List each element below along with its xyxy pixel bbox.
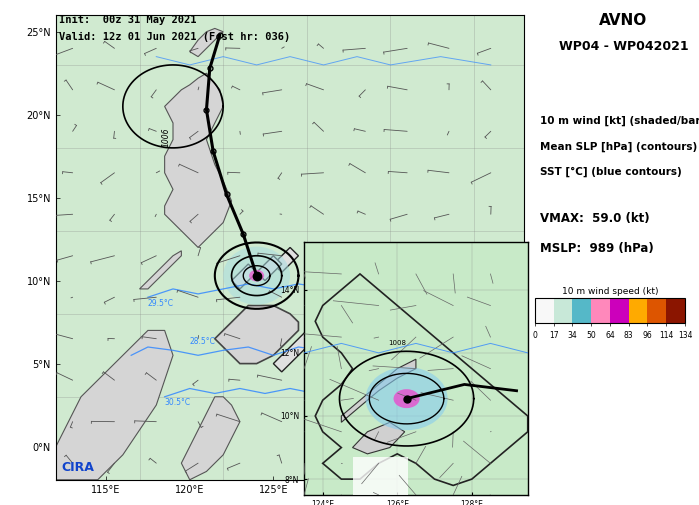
- Bar: [352, 457, 408, 495]
- Text: WP04 - WP042021: WP04 - WP042021: [559, 40, 689, 54]
- Polygon shape: [165, 73, 231, 247]
- Ellipse shape: [223, 246, 290, 305]
- Text: Mean SLP [hPa] (contours): Mean SLP [hPa] (contours): [540, 141, 697, 152]
- Polygon shape: [140, 251, 181, 289]
- Polygon shape: [257, 256, 282, 281]
- Text: 28.5°C: 28.5°C: [189, 337, 215, 346]
- Text: AVNO: AVNO: [599, 13, 648, 28]
- Text: Valid: 12z 01 Jun 2021 (Fcst hr: 036): Valid: 12z 01 Jun 2021 (Fcst hr: 036): [59, 32, 291, 42]
- Title: 10 m wind speed (kt): 10 m wind speed (kt): [561, 287, 658, 296]
- Ellipse shape: [254, 274, 259, 278]
- Text: 29.5°C: 29.5°C: [148, 298, 174, 308]
- Text: MSLP:  989 (hPa): MSLP: 989 (hPa): [540, 242, 654, 256]
- Polygon shape: [189, 28, 223, 57]
- Text: SST [°C] (blue contours): SST [°C] (blue contours): [540, 167, 682, 177]
- Polygon shape: [352, 422, 405, 454]
- Ellipse shape: [249, 270, 264, 281]
- Polygon shape: [341, 359, 416, 422]
- Text: Init:  00z 31 May 2021: Init: 00z 31 May 2021: [59, 16, 196, 25]
- Polygon shape: [273, 322, 324, 372]
- Text: 1008: 1008: [388, 340, 406, 346]
- Ellipse shape: [394, 389, 419, 408]
- Ellipse shape: [366, 367, 447, 430]
- Polygon shape: [181, 397, 240, 480]
- Text: 1006: 1006: [161, 127, 171, 146]
- Polygon shape: [0, 102, 48, 139]
- Text: CIRA: CIRA: [61, 462, 94, 475]
- Text: 30.5°C: 30.5°C: [165, 398, 191, 407]
- Text: VMAX:  59.0 (kt): VMAX: 59.0 (kt): [540, 212, 649, 225]
- Text: 10 m wind [kt] (shaded/barb): 10 m wind [kt] (shaded/barb): [540, 116, 699, 126]
- Polygon shape: [231, 264, 257, 289]
- Polygon shape: [273, 247, 298, 272]
- Polygon shape: [56, 330, 173, 480]
- Polygon shape: [215, 306, 298, 364]
